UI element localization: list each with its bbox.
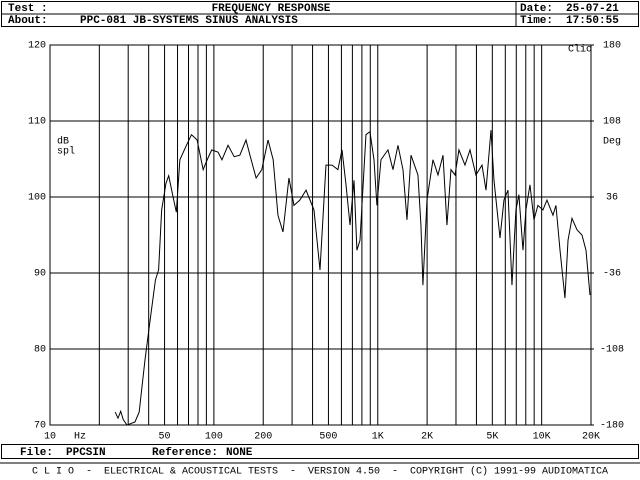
y-tick-label: 110 — [28, 117, 46, 128]
x-tick-label: 1K — [372, 432, 384, 443]
x-tick-label: 5K — [486, 432, 498, 443]
x-tick-label: 10K — [533, 432, 551, 443]
x-tick-label: 200 — [254, 432, 272, 443]
y-tick-label: 100 — [28, 193, 46, 204]
x-tick-label: 50 — [159, 432, 171, 443]
x-tick-label: 100 — [205, 432, 223, 443]
y-tick-label: 120 — [28, 41, 46, 52]
y2-tick-label: 180 — [603, 41, 621, 52]
reference-label: Reference: — [152, 447, 218, 459]
y2-tick-label: -108 — [600, 345, 624, 356]
y2-tick-label: 108 — [603, 117, 621, 128]
date-label: Date: — [520, 3, 553, 15]
test-title: FREQUENCY RESPONSE — [212, 3, 331, 15]
y2-tick-label: 36 — [606, 193, 618, 204]
reference: NONE — [226, 447, 253, 459]
y-tick-label: 70 — [34, 421, 46, 432]
response-curve — [114, 130, 591, 426]
y-tick-label: 80 — [34, 345, 46, 356]
y-tick-label: 90 — [34, 269, 46, 280]
file: PPCSIN — [66, 447, 106, 459]
y2-tick-label: -36 — [603, 269, 621, 280]
y-label: dB — [57, 136, 69, 148]
y-label: spl — [57, 146, 75, 158]
x-tick-label: 2K — [421, 432, 433, 443]
x-unit: Hz — [74, 432, 86, 443]
y2-tick-label: -180 — [600, 421, 624, 432]
x-tick-label: 20K — [582, 432, 600, 443]
status-bar: C L I O - ELECTRICAL & ACOUSTICAL TESTS … — [32, 466, 608, 478]
test-label: Test : — [8, 3, 48, 15]
footer-box — [1, 444, 639, 459]
time-label: Time: — [520, 15, 553, 27]
time: 17:50:55 — [566, 15, 619, 27]
file-label: File: — [20, 447, 53, 459]
date: 25-07-21 — [566, 3, 619, 15]
about: PPC-081 JB-SYSTEMS SINUS ANALYSIS — [80, 15, 298, 27]
logo: Clio — [568, 44, 592, 56]
x-tick-label: 500 — [319, 432, 337, 443]
y2-label: Deg — [603, 137, 621, 148]
about-label: About: — [8, 15, 48, 27]
x-tick-label: 10 — [44, 432, 56, 443]
